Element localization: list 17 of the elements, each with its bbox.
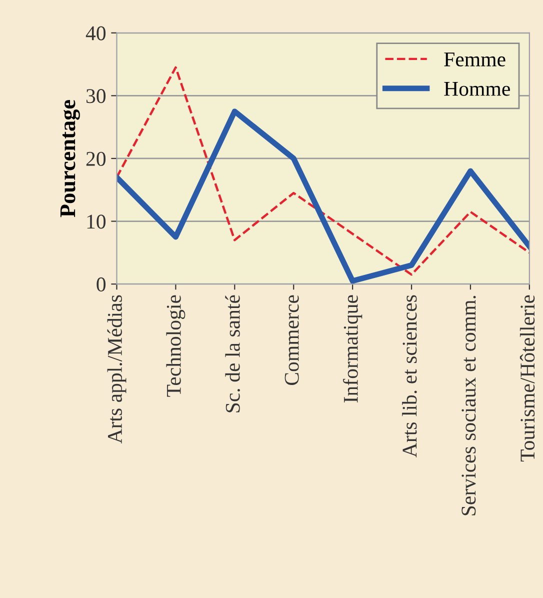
legend-label: Homme	[444, 82, 510, 96]
y-tick-label: 0	[96, 277, 106, 292]
y-tick-label: 40	[86, 26, 106, 40]
x-tick-label: Technologie	[166, 295, 186, 397]
x-tick-label: Services sociaux et comm.	[462, 296, 476, 516]
y-axis-title: Pourcentage	[60, 100, 80, 218]
y-tick-label: 20	[86, 152, 106, 166]
line-series	[116, 66, 530, 276]
x-tick-label: Arts lib. et sciences	[402, 295, 417, 458]
legend-label: Femme	[444, 52, 506, 66]
y-tick-label: 30	[86, 89, 106, 104]
x-tick-label: Sc. de la santé	[225, 295, 240, 412]
x-tick-label: Arts appl./Médias	[107, 295, 126, 444]
y-tick-label: 10	[87, 214, 106, 229]
x-tick-label: Tourisme/Hôtellerie	[520, 295, 535, 462]
x-tick-label: Commerce	[284, 295, 299, 386]
x-tick-label: Informatique	[343, 295, 362, 402]
